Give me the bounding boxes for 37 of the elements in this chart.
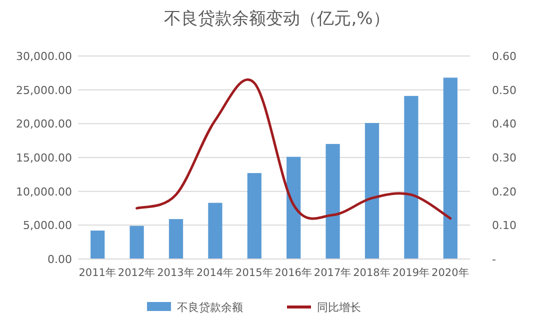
y-tick-label: 20,000.00 [16, 118, 72, 131]
bar [286, 156, 301, 259]
x-tick-label: 2018年 [353, 267, 391, 279]
x-tick-label: 2011年 [78, 267, 116, 279]
legend-label: 同比增长 [317, 301, 361, 314]
bar [443, 78, 458, 259]
x-tick-label: 2019年 [392, 267, 430, 279]
y-tick-label: 5,000.00 [23, 219, 72, 232]
y2-tick-label: 0.50 [492, 84, 516, 97]
y-tick-label: 30,000.00 [16, 50, 72, 63]
y-tick-label: 10,000.00 [16, 185, 72, 198]
y-tick-label: 0.00 [48, 253, 72, 266]
bar [404, 96, 418, 259]
y2-tick-label: 0.10 [492, 219, 516, 232]
x-tick-label: 2017年 [314, 267, 352, 279]
bar [326, 144, 340, 259]
y2-tick-label: 0.30 [492, 152, 516, 164]
x-tick-label: 2014年 [196, 267, 234, 279]
bar [247, 173, 262, 259]
y2-tick-label: 0.20 [492, 185, 516, 198]
x-tick-label: 2012年 [118, 267, 156, 279]
y-tick-label: 15,000.00 [16, 152, 72, 164]
bar [130, 226, 144, 259]
bar [168, 219, 184, 259]
x-tick-label: 2020年 [432, 267, 470, 279]
y2-tick-label: 0.40 [492, 118, 516, 131]
bar [364, 122, 380, 259]
bar [208, 202, 222, 259]
x-tick-label: 2015年 [236, 267, 274, 279]
y2-tick-label: - [492, 253, 496, 266]
y2-tick-label: 0.60 [492, 50, 516, 63]
chart-title: 不良贷款余额变动（亿元,%） [164, 9, 390, 29]
x-tick-label: 2013年 [157, 267, 195, 279]
y-tick-label: 25,000.00 [16, 84, 72, 97]
bar [90, 230, 105, 259]
x-tick-label: 2016年 [274, 267, 312, 279]
legend-label: 不良贷款余额 [177, 301, 243, 314]
